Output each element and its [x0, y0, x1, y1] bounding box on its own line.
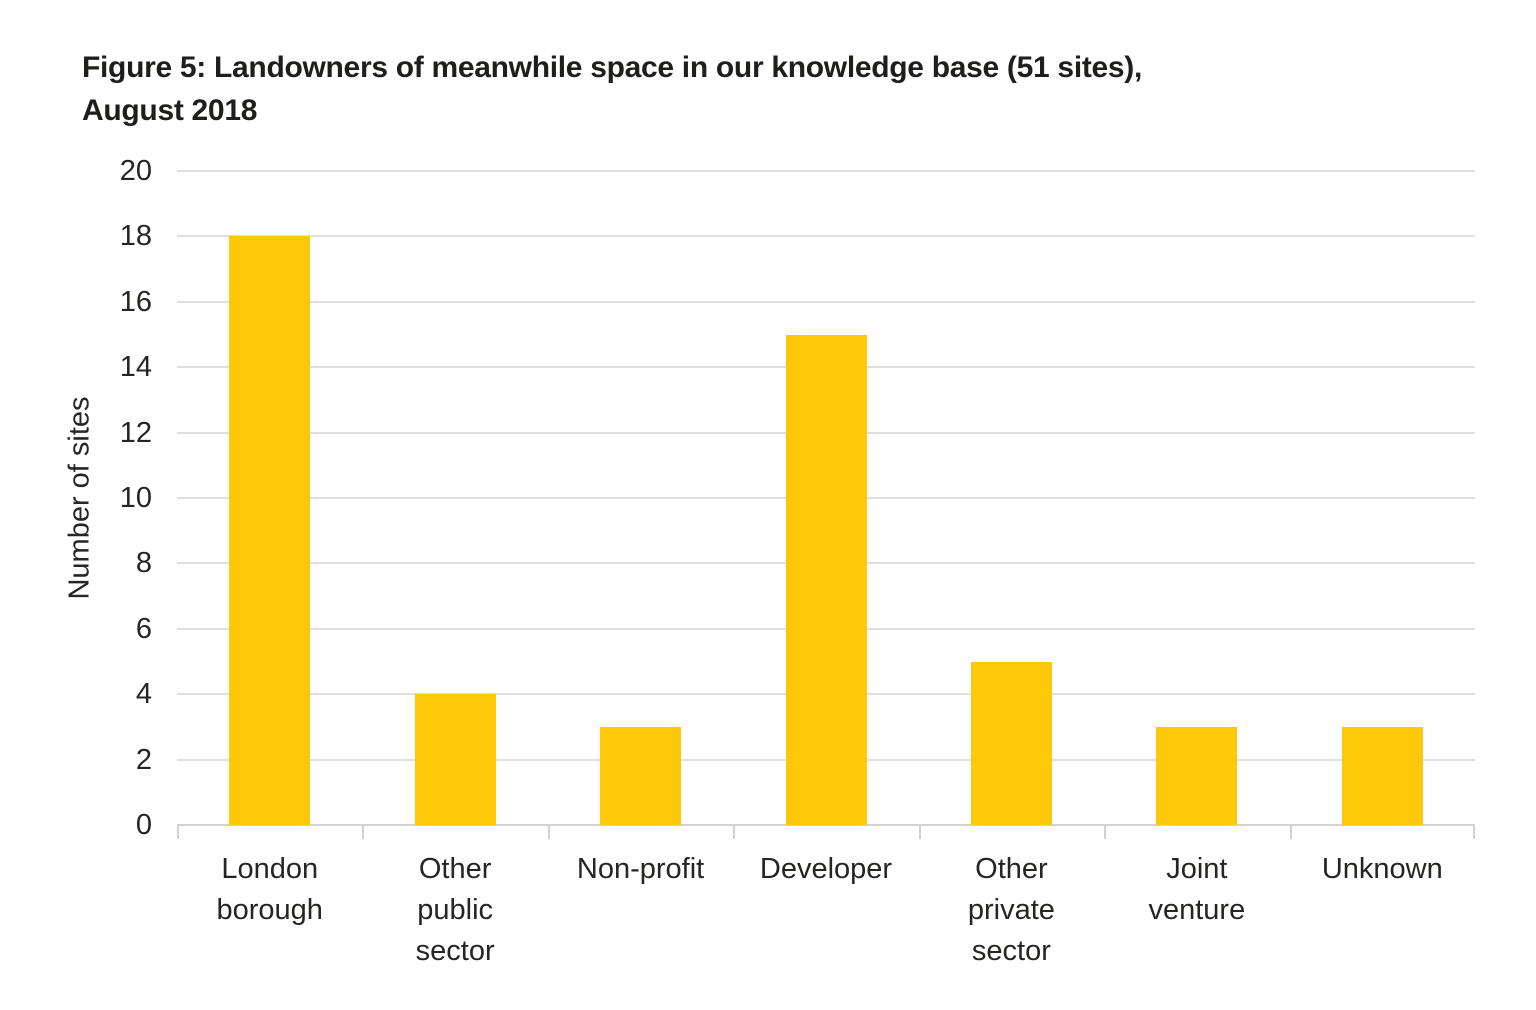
x-axis-line: [177, 824, 1475, 826]
x-axis-tick: [1104, 826, 1107, 839]
x-axis-tick: [1473, 826, 1475, 839]
y-tick-label: 14: [119, 351, 152, 384]
category-label-developer: Developer: [759, 853, 893, 885]
category-label-unknown: Unknown: [1321, 853, 1443, 885]
x-axis-tick: [733, 826, 736, 839]
y-tick-label: 0: [135, 809, 152, 841]
bar-unknown: [1341, 726, 1423, 825]
category-label-non-profit: Non-profit: [576, 853, 705, 885]
bar-non-profit: [600, 726, 682, 825]
bar-other-private-sector: [970, 661, 1052, 825]
figure-title: Figure 5: Landowners of meanwhile space …: [82, 46, 1382, 132]
x-axis-tick: [362, 826, 365, 839]
bar-joint-venture: [1156, 726, 1238, 825]
y-tick-label: 2: [135, 743, 152, 776]
figure-title-line-2: August 2018: [82, 94, 258, 127]
y-tick-label: 18: [119, 220, 152, 253]
y-tick-label: 8: [135, 547, 152, 580]
y-tick-label: 20: [119, 155, 152, 187]
gridline: [177, 170, 1475, 172]
gridline: [177, 235, 1475, 238]
y-tick-label: 6: [135, 612, 152, 645]
figure-title-line-1: Figure 5: Landowners of meanwhile space …: [82, 51, 1143, 84]
category-label-london-borough: London borough: [216, 853, 323, 926]
gridline: [177, 300, 1475, 303]
x-axis-tick: [547, 826, 550, 839]
y-tick-label: 10: [119, 482, 152, 514]
bar-other-public-sector: [414, 694, 496, 825]
bar-developer: [785, 334, 867, 825]
category-label-other-public-sector: Other public sector: [415, 853, 495, 967]
category-label-joint-venture: Joint venture: [1148, 853, 1246, 926]
y-tick-label: 4: [135, 678, 152, 711]
bar-london-borough: [229, 236, 311, 825]
y-tick-label: 12: [119, 416, 152, 449]
x-axis-tick: [918, 826, 921, 839]
x-axis-tick: [177, 826, 179, 839]
category-label-other-private-sector: Other private sector: [967, 853, 1055, 967]
x-axis-tick: [1289, 826, 1292, 839]
y-tick-label: 16: [119, 285, 152, 318]
